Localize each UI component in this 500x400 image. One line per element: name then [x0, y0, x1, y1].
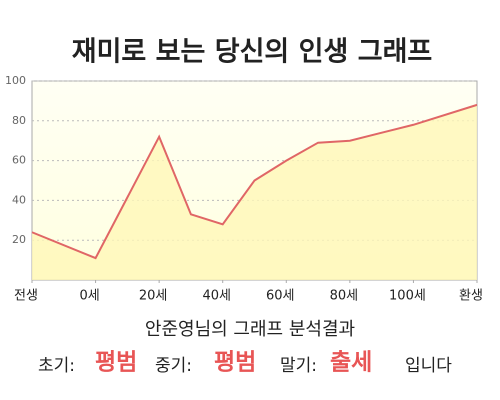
result-label: 말기: [280, 356, 317, 376]
x-tick-label: 0세 [79, 289, 99, 304]
result-value: 평범 [95, 350, 137, 376]
x-tick-label: 100세 [389, 289, 426, 304]
result-heading: 안준영님의 그래프 분석결과 [145, 319, 355, 340]
y-tick-label: 40 [12, 193, 26, 206]
line [31, 103, 478, 260]
x-tick-label: 60세 [266, 289, 295, 304]
x-tick-label: 전생 [14, 289, 38, 304]
y-tick-label: 80 [12, 114, 26, 127]
y-tick-label: 60 [12, 154, 26, 167]
result-value: 평범 [214, 350, 256, 376]
x-tick-label: 40세 [202, 289, 231, 304]
chart-title: 재미로 보는 당신의 인생 그래프 [72, 37, 433, 68]
x-tick-label: 20세 [139, 289, 168, 304]
result-value: 출세 [330, 350, 372, 376]
result-ending: 입니다 [405, 356, 452, 376]
result-label: 중기: [155, 356, 192, 376]
result-label: 초기: [38, 356, 75, 376]
area [32, 104, 477, 280]
x-tick-label: 80세 [330, 289, 359, 304]
y-tick-label: 100 [5, 74, 26, 87]
x-tick-label: 환생 [459, 289, 483, 304]
y-tick-label: 20 [12, 233, 26, 246]
